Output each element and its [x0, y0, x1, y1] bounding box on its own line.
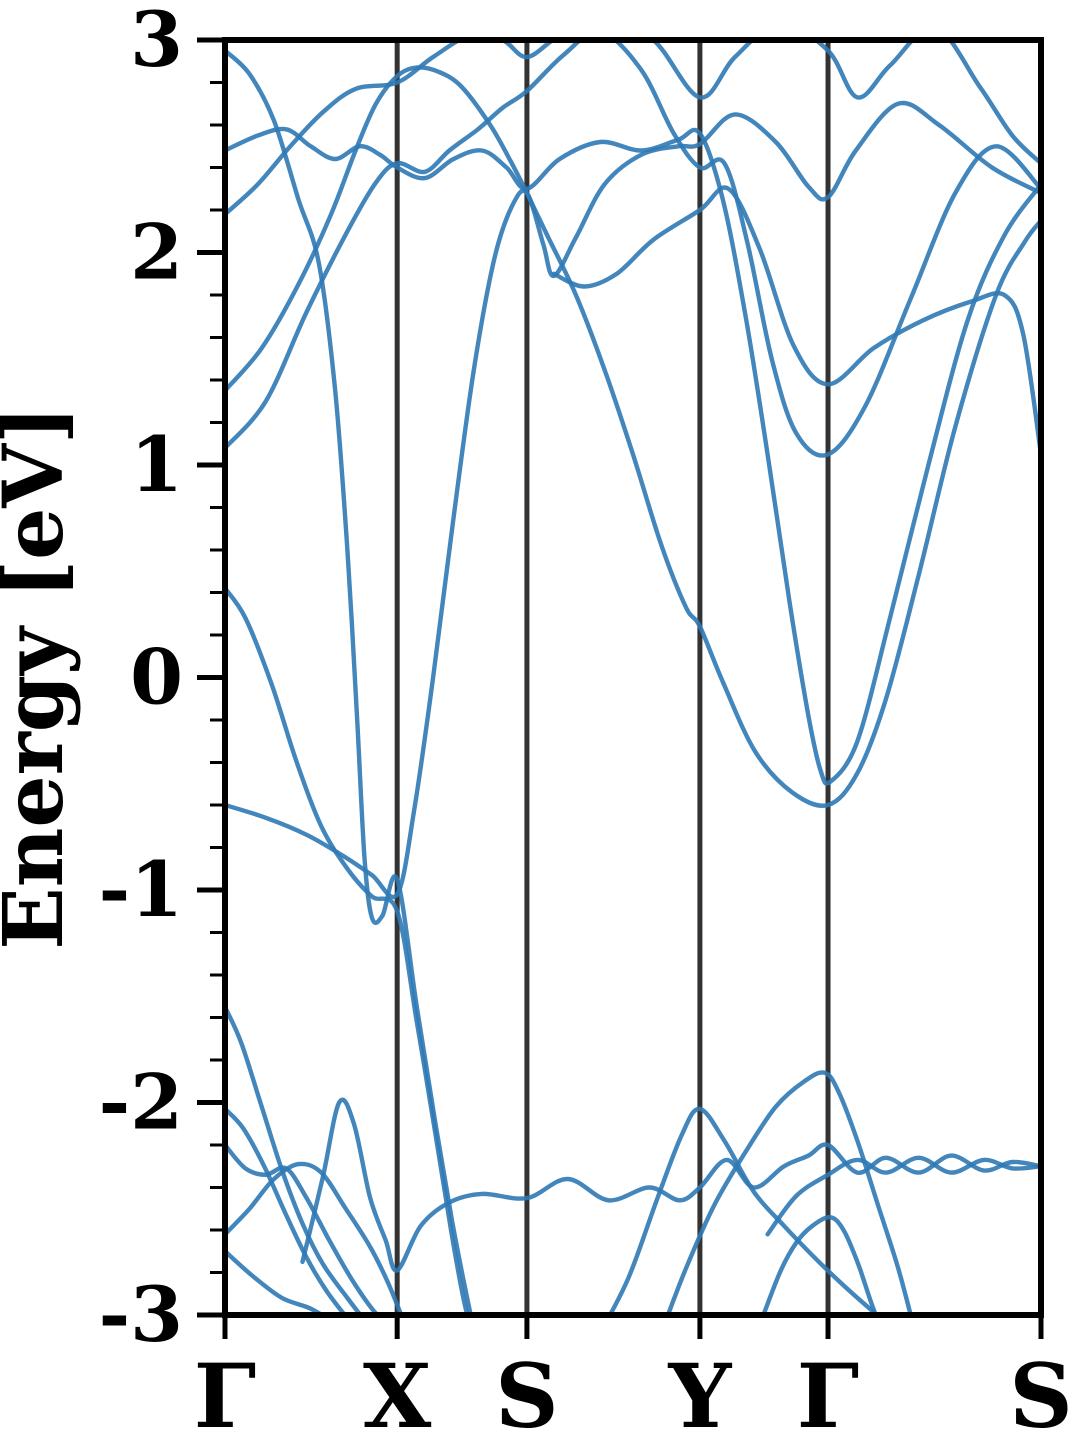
band-5-line — [225, 40, 1041, 458]
y-axis-ticks — [197, 37, 225, 1318]
x-tick-label-6: S — [1009, 1344, 1073, 1440]
y-tick-label: 0 — [130, 633, 183, 722]
x-tick-label-3: S — [495, 1344, 559, 1440]
band-7-line — [225, 40, 1041, 217]
y-tick-label: 3 — [130, 0, 183, 84]
y-tick-labels: 3 2 1 0 -1 -2 -3 — [99, 0, 183, 1359]
valence-w4-line — [225, 1161, 404, 1315]
valence-w3-line — [225, 1142, 381, 1315]
valence-flat-line — [300, 1097, 1041, 1273]
valence-w1-line — [225, 1004, 364, 1315]
band-2-line — [225, 586, 470, 1315]
x-axis-ticks — [222, 1315, 1044, 1339]
separator-lines — [394, 40, 831, 1315]
valence-lambda-line — [665, 1070, 913, 1315]
y-tick-label: 2 — [130, 208, 183, 297]
y-axis-title: Energy [eV] — [0, 405, 82, 949]
valence-y-peak-line — [607, 1106, 881, 1315]
x-tick-label-2: X — [363, 1344, 432, 1440]
band-4-line — [225, 65, 1041, 808]
valence-braid-line — [765, 1155, 1041, 1237]
y-tick-label: -2 — [99, 1058, 183, 1147]
y-tick-label: -1 — [99, 845, 183, 934]
valence-w2-line — [225, 1106, 348, 1315]
band-8-line — [551, 185, 1041, 457]
valence-gamma2-bump-line — [761, 1215, 878, 1315]
x-tick-label-4: Y — [667, 1344, 732, 1440]
x-tick-label-1: Γ — [194, 1344, 256, 1440]
y-tick-label: -3 — [99, 1270, 183, 1359]
x-tick-label-5: Γ — [797, 1344, 859, 1440]
y-tick-label: 1 — [130, 420, 183, 509]
band-lines — [225, 40, 1041, 1315]
band-3-line — [225, 100, 1041, 900]
band-6-line — [225, 126, 1041, 786]
